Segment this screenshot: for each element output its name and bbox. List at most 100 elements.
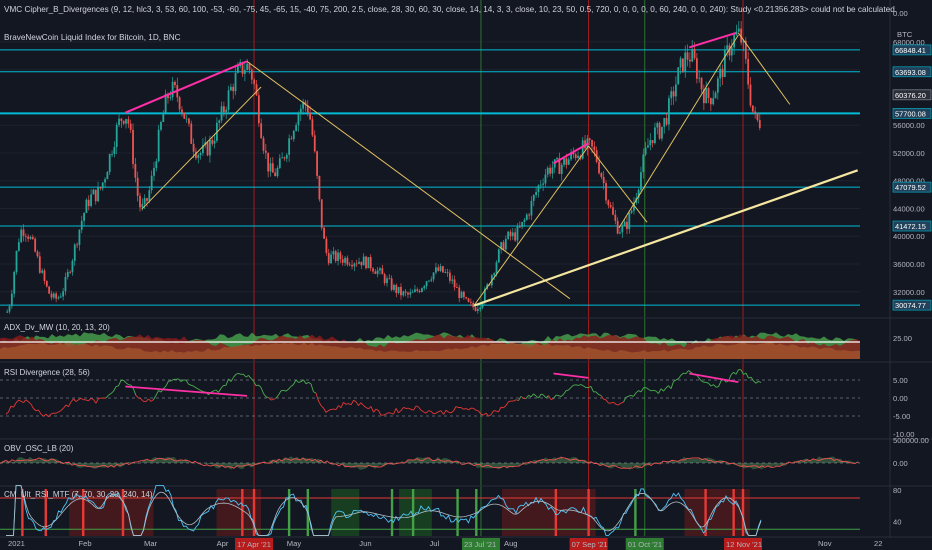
trend-line <box>737 32 791 105</box>
rsi-line-segment <box>498 406 502 413</box>
rsi-line-segment <box>575 384 579 386</box>
adx-tick-label: 25.00 <box>893 334 912 343</box>
candle-body <box>530 200 533 216</box>
candle-body <box>633 202 635 211</box>
rsi-line-segment <box>133 388 137 396</box>
rsi-line-segment <box>553 394 557 399</box>
candle-body <box>388 278 391 280</box>
candle-body <box>157 129 160 162</box>
candle-body <box>677 67 680 85</box>
candle-body <box>27 236 30 239</box>
candle-body <box>602 176 605 184</box>
candle-body <box>658 123 661 139</box>
candle-body <box>525 214 528 220</box>
rsi-line-segment <box>38 409 42 415</box>
candle-body <box>418 290 421 292</box>
study-error-line: VMC Cipher_B_Divergences (9, 12, hlc3, 3… <box>4 5 898 14</box>
date-highlight-box <box>461 538 500 550</box>
rsi-line-segment <box>55 411 59 414</box>
rsi-line-segment <box>623 397 627 403</box>
rsi-line-segment <box>88 397 92 402</box>
candle-body <box>229 86 232 91</box>
rsi-line-segment <box>290 384 294 387</box>
candle-body <box>672 91 675 97</box>
candle-body <box>195 151 197 159</box>
candle-body <box>684 52 687 72</box>
candle-body <box>453 279 456 288</box>
candle-body <box>481 302 484 308</box>
trend-line <box>141 86 262 210</box>
candle-body <box>241 62 244 74</box>
candle-body <box>332 251 335 255</box>
rsi-tick-label: 5.00 <box>893 376 908 385</box>
rsi-line-segment <box>278 390 282 396</box>
candle-body <box>644 147 647 155</box>
candle-body <box>48 286 51 294</box>
rsi-line-segment <box>65 404 69 407</box>
rsi-line-segment <box>453 406 457 412</box>
time-axis-label: 22 <box>874 539 882 548</box>
rsi-line-segment <box>23 399 27 403</box>
candle-body <box>551 167 554 174</box>
candle-body <box>106 172 109 180</box>
rsi-line-segment <box>333 408 337 411</box>
candle-body <box>55 293 58 299</box>
obv-tick-label: 500000.00 <box>893 436 929 445</box>
rsi-line-segment <box>590 386 594 393</box>
candle-body <box>209 139 211 156</box>
rsi-line-segment <box>255 384 259 387</box>
candle-body <box>688 59 691 62</box>
obv-area <box>0 456 860 470</box>
rsi-line-segment <box>180 379 184 382</box>
rsi-line-segment <box>455 406 459 409</box>
candle-body <box>318 175 321 200</box>
candle-body <box>661 126 663 139</box>
rsi-line-segment <box>495 410 499 413</box>
candle-body <box>92 189 95 195</box>
date-highlight-box <box>625 538 664 550</box>
rsi-line-segment <box>73 398 77 402</box>
candle-body <box>544 174 547 184</box>
candle-body <box>288 138 291 155</box>
candle-body <box>202 145 204 154</box>
trend-line <box>246 60 571 300</box>
rsi-line-segment <box>558 395 562 398</box>
date-highlight-box <box>235 538 274 550</box>
candle-body <box>101 182 104 189</box>
candle-body <box>700 77 703 90</box>
rsi-line-segment <box>78 397 82 401</box>
time-axis-label: Feb <box>79 539 92 548</box>
currency-label: BTC <box>897 30 913 39</box>
candle-body <box>250 69 253 80</box>
candle-body <box>150 175 153 191</box>
candle-body <box>421 288 423 292</box>
level-price-box <box>892 181 932 193</box>
candle-body <box>670 91 673 99</box>
rsi-line-segment <box>408 407 412 410</box>
rsi-line-segment <box>410 408 414 411</box>
candle-body <box>351 264 353 267</box>
candle-body <box>414 289 416 293</box>
candle-body <box>15 250 18 273</box>
candle-body <box>83 212 85 221</box>
rsi-line-segment <box>740 369 744 375</box>
candle-body <box>723 49 726 78</box>
rsi-line-segment <box>390 412 394 415</box>
candle-body <box>271 163 274 173</box>
candle-body <box>400 286 402 296</box>
candle-body <box>756 113 759 120</box>
rsi-line-segment <box>645 387 649 390</box>
rsi-line-segment <box>58 410 62 413</box>
candle-body <box>656 123 659 128</box>
rsi-line-segment <box>363 405 367 408</box>
candle-body <box>744 40 747 59</box>
candle-body <box>383 274 386 284</box>
rsi-line-segment <box>283 389 287 392</box>
trend-line <box>473 145 589 306</box>
candle-body <box>295 125 298 131</box>
rsi-line-segment <box>288 386 292 390</box>
candle-body <box>220 106 223 121</box>
candle-body <box>460 291 463 298</box>
candle-body <box>542 183 544 185</box>
